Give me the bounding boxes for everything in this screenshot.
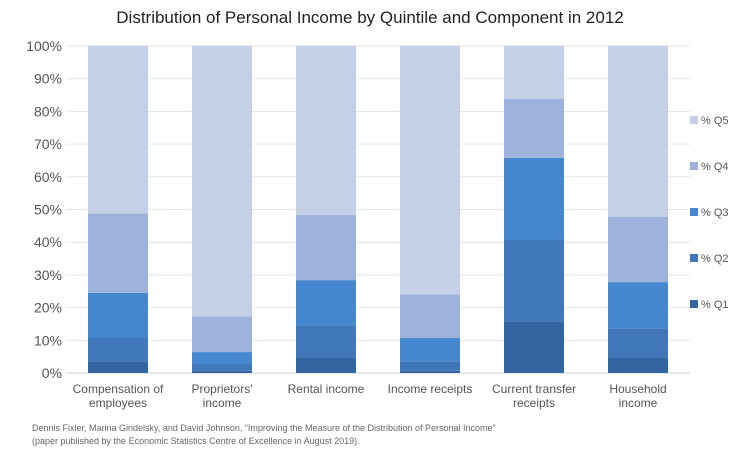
bar-segment-q2 bbox=[608, 328, 668, 358]
bar-segment-q5 bbox=[296, 46, 356, 216]
x-tick-label: employees bbox=[89, 396, 147, 410]
x-tick-label: income bbox=[619, 396, 658, 410]
source-line-2: (paper published by the Economic Statist… bbox=[32, 436, 360, 446]
legend-label: % Q1 bbox=[701, 299, 729, 311]
bar-segment-q5 bbox=[400, 46, 460, 295]
bar-segment-q1 bbox=[88, 361, 148, 373]
x-tick-label: Current transfer bbox=[492, 382, 576, 396]
x-tick-label: Household bbox=[609, 382, 666, 396]
bar-segment-q2 bbox=[192, 364, 252, 371]
legend-swatch bbox=[690, 300, 698, 308]
y-tick-label: 10% bbox=[34, 332, 62, 348]
y-tick-label: 30% bbox=[34, 267, 62, 283]
y-tick-label: 100% bbox=[26, 38, 62, 54]
legend-label: % Q2 bbox=[701, 253, 729, 265]
legend-label: % Q5 bbox=[701, 115, 729, 127]
bar-segment-q5 bbox=[608, 46, 668, 217]
x-tick-label: receipts bbox=[513, 396, 555, 410]
bar-segment-q3 bbox=[400, 338, 460, 362]
bar-segment-q5 bbox=[88, 46, 148, 214]
legend-swatch bbox=[690, 208, 698, 216]
legend-label: % Q4 bbox=[701, 161, 729, 173]
y-tick-label: 60% bbox=[34, 169, 62, 185]
bar-segment-q2 bbox=[400, 361, 460, 371]
legend-swatch bbox=[690, 116, 698, 124]
legend-swatch bbox=[690, 254, 698, 262]
bar-segment-q3 bbox=[192, 352, 252, 365]
legend-label: % Q3 bbox=[701, 207, 729, 219]
bar-segment-q3 bbox=[296, 280, 356, 326]
source-line-1: Dennis Fixler, Marina Gindelsky, and Dav… bbox=[32, 423, 496, 433]
bar-segment-q4 bbox=[88, 213, 148, 293]
bar-segment-q1 bbox=[400, 370, 460, 373]
x-tick-label: Proprietors' bbox=[192, 382, 253, 396]
bar-segment-q4 bbox=[296, 215, 356, 281]
x-tick-label: income bbox=[203, 396, 242, 410]
legend-swatch bbox=[690, 162, 698, 170]
bar-segment-q5 bbox=[192, 46, 252, 317]
y-tick-label: 0% bbox=[42, 365, 62, 381]
bar-segment-q4 bbox=[504, 98, 564, 158]
y-tick-label: 20% bbox=[34, 300, 62, 316]
y-tick-label: 50% bbox=[34, 202, 62, 218]
bar-segment-q3 bbox=[608, 282, 668, 329]
y-tick-label: 80% bbox=[34, 103, 62, 119]
bar-segment-q2 bbox=[504, 239, 564, 322]
bar-segment-q1 bbox=[296, 357, 356, 373]
bar-segment-q1 bbox=[192, 370, 252, 373]
bar-segment-q4 bbox=[608, 216, 668, 283]
bar-segment-q4 bbox=[400, 294, 460, 339]
bar-segment-q1 bbox=[608, 357, 668, 373]
x-tick-label: Compensation of bbox=[73, 382, 164, 396]
chart-title: Distribution of Personal Income by Quint… bbox=[116, 8, 624, 27]
y-tick-label: 40% bbox=[34, 234, 62, 250]
bar-segment-q5 bbox=[504, 46, 564, 99]
x-tick-label: Income receipts bbox=[388, 382, 473, 396]
y-tick-label: 70% bbox=[34, 136, 62, 152]
bar-segment-q2 bbox=[296, 325, 356, 358]
bar-segment-q2 bbox=[88, 338, 148, 362]
bar-segment-q3 bbox=[88, 292, 148, 339]
y-tick-label: 90% bbox=[34, 71, 62, 87]
bar-segment-q4 bbox=[192, 316, 252, 353]
bar-segment-q3 bbox=[504, 157, 564, 240]
bar-segment-q1 bbox=[504, 321, 564, 373]
x-tick-label: Rental income bbox=[288, 382, 365, 396]
